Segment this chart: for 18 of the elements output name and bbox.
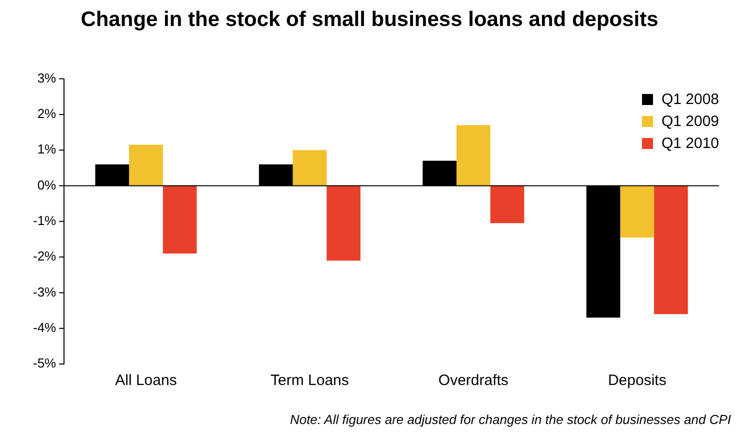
chart-title: Change in the stock of small business loans and deposits [80,8,660,32]
legend-label: Q1 2010 [661,134,719,152]
x-tick-label: Overdrafts [438,372,508,390]
y-tick-label: -1% [32,212,57,228]
y-tick-label: -2% [32,248,57,264]
y-tick-label: 2% [37,106,57,122]
legend-label: Q1 2009 [661,112,719,130]
y-tick-label: -5% [32,356,57,371]
y-tick-label: -4% [32,320,57,335]
y-tick-label: 3% [37,70,57,86]
x-tick-label: Term Loans [270,372,349,390]
legend-label: Q1 2008 [661,90,719,108]
y-tick-label: 0% [37,177,57,192]
y-tick-label: -3% [32,284,57,300]
x-tick-label: All Loans [115,372,177,390]
text: Note: All figures are adjusted for changes in the stock of businesses and CPI [290,412,731,427]
y-tick-label: 1% [37,142,57,157]
x-tick-label: Deposits [608,372,666,390]
